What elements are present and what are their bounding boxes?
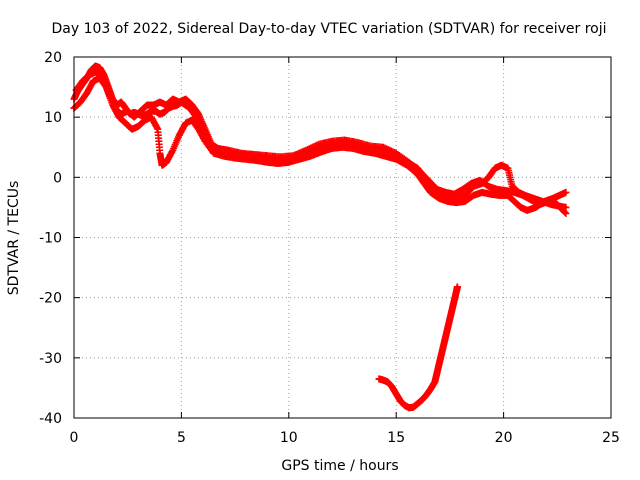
series-track-a	[70, 74, 570, 214]
data-point	[453, 283, 461, 291]
y-tick-label: -30	[39, 351, 62, 367]
x-axis-label: GPS time / hours	[281, 458, 398, 474]
y-tick-label: 0	[53, 170, 62, 186]
x-tick-label: 20	[495, 430, 513, 446]
series-track-dip	[375, 283, 461, 412]
data-point	[562, 209, 570, 217]
axes: 0 5 10 15 20 25 -40 -30 -20 -10 0 10 20	[39, 50, 620, 446]
x-tick-label: 15	[387, 430, 405, 446]
data-point	[562, 188, 570, 196]
data-points	[70, 62, 570, 412]
data-point	[153, 124, 161, 132]
y-axis-label: SDTVAR / TECUs	[6, 181, 22, 296]
data-point	[561, 208, 569, 216]
y-tick-label: 20	[44, 50, 62, 66]
x-tick-label: 0	[70, 430, 79, 446]
y-tick-label: -40	[39, 411, 62, 427]
x-tick-label: 5	[177, 430, 186, 446]
grid-lines	[74, 57, 611, 418]
x-tick-label: 10	[280, 430, 298, 446]
series-track-b	[72, 68, 570, 217]
chart-title: Day 103 of 2022, Sidereal Day-to-day VTE…	[51, 21, 606, 37]
x-tick-label: 25	[602, 430, 620, 446]
y-tick-label: -20	[39, 291, 62, 307]
y-tick-label: 10	[44, 110, 62, 126]
y-tick-label: -10	[39, 231, 62, 247]
